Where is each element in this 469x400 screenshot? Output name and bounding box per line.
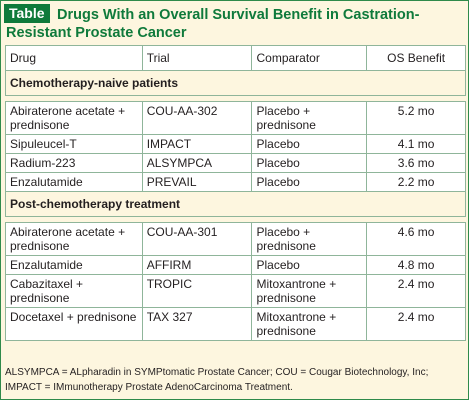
cell-drug: Sipuleucel-T — [5, 134, 143, 154]
cell-comparator: Placebo + prednisone — [251, 101, 368, 135]
cell-drug: Abiraterone acetate + prednisone — [5, 101, 143, 135]
table-title-line-2: Resistant Prostate Cancer — [6, 25, 187, 41]
cell-os-benefit: 2.4 mo — [366, 274, 466, 308]
cell-drug: Cabazitaxel + prednisone — [5, 274, 143, 308]
cell-drug: Radium-223 — [5, 153, 143, 173]
cell-trial: PREVAIL — [141, 172, 253, 192]
table-label: Table — [4, 4, 50, 23]
cell-trial: AFFIRM — [141, 255, 253, 275]
cell-trial: TAX 327 — [141, 307, 253, 341]
cell-os-benefit: 2.4 mo — [366, 307, 466, 341]
cell-drug: Docetaxel + prednisone — [5, 307, 143, 341]
table-row: Radium-223 ALSYMPCA Placebo 3.6 mo — [5, 153, 466, 173]
cell-comparator: Placebo + prednisone — [251, 222, 368, 256]
cell-comparator: Placebo — [251, 153, 368, 173]
cell-drug: Enzalutamide — [5, 255, 143, 275]
data-table: Drug Trial Comparator OS Benefit Chemoth… — [5, 45, 466, 341]
section-row: Post-chemotherapy treatment — [5, 191, 466, 217]
cell-os-benefit: 4.1 mo — [366, 134, 466, 154]
table-title: Drugs With an Overall Survival Benefit i… — [6, 6, 457, 42]
table-row: Abiraterone acetate + prednisone COU-AA-3… — [5, 222, 466, 256]
header-os-benefit: OS Benefit — [366, 45, 466, 71]
cell-comparator: Mitoxantrone + prednisone — [251, 274, 368, 308]
cell-trial: IMPACT — [141, 134, 253, 154]
table-row: Enzalutamide AFFIRM Placebo 4.8 mo — [5, 255, 466, 275]
table-row: Sipuleucel-T IMPACT Placebo 4.1 mo — [5, 134, 466, 154]
cell-os-benefit: 4.6 mo — [366, 222, 466, 256]
cell-trial: ALSYMPCA — [141, 153, 253, 173]
section-row: Chemotherapy-naive patients — [5, 70, 466, 96]
header-row: Drug Trial Comparator OS Benefit — [5, 45, 466, 71]
header-drug: Drug — [5, 45, 143, 71]
table-row: Docetaxel + prednisone TAX 327 Mitoxantron… — [5, 307, 466, 341]
cell-comparator: Mitoxantrone + prednisone — [251, 307, 368, 341]
section-label: Chemotherapy-naive patients — [5, 70, 466, 96]
table-title-line-1: Drugs With an Overall Survival Benefit i… — [57, 7, 420, 23]
section-label: Post-chemotherapy treatment — [5, 191, 466, 217]
table-row: Enzalutamide PREVAIL Placebo 2.2 mo — [5, 172, 466, 192]
cell-trial: TROPIC — [141, 274, 253, 308]
cell-os-benefit: 5.2 mo — [366, 101, 466, 135]
header-trial: Trial — [141, 45, 253, 71]
cell-os-benefit: 3.6 mo — [366, 153, 466, 173]
cell-comparator: Placebo — [251, 172, 368, 192]
cell-trial: COU-AA-302 — [141, 101, 253, 135]
footnote: ALSYMPCA = ALpharadin in SYMPtomatic Pro… — [5, 367, 429, 393]
title-bar: Table Drugs With an Overall Survival Ben… — [1, 1, 468, 44]
header-comparator: Comparator — [251, 45, 368, 71]
table-row: Abiraterone acetate + prednisone COU-AA-3… — [5, 101, 466, 135]
cell-comparator: Placebo — [251, 134, 368, 154]
cell-os-benefit: 4.8 mo — [366, 255, 466, 275]
cell-comparator: Placebo — [251, 255, 368, 275]
cell-trial: COU-AA-301 — [141, 222, 253, 256]
cell-drug: Enzalutamide — [5, 172, 143, 192]
table-row: Cabazitaxel + prednisone TROPIC Mitoxantro… — [5, 274, 466, 308]
table-body: Chemotherapy-naive patients Abiraterone a… — [5, 70, 466, 341]
cell-drug: Abiraterone acetate + prednisone — [5, 222, 143, 256]
cell-os-benefit: 2.2 mo — [366, 172, 466, 192]
